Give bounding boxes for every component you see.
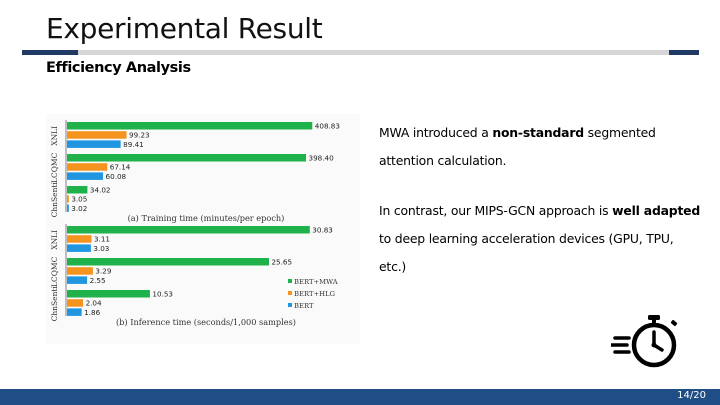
title-rule: [22, 50, 699, 55]
chart-1-category-label-1: LCQMC: [50, 256, 59, 287]
chart-0-bar-2-2: [67, 204, 69, 212]
chart-0-value-label-2-1: 3.05: [71, 195, 87, 204]
p1-segment-1: non-standard: [492, 125, 584, 140]
chart-0-bar-1-1: [67, 163, 108, 171]
chart-0-bar-1-0: [67, 154, 307, 162]
page-number: 14/20: [677, 390, 706, 401]
chart-0-value-label-0-0: 408.83: [315, 122, 340, 131]
chart-1-caption: (b) Inference time (seconds/1,000 sample…: [116, 317, 296, 327]
chart-0-bar-2-1: [67, 195, 69, 203]
chart-0-bar-1-2: [67, 172, 104, 180]
paragraph-mwa-cont: attention calculation.: [379, 153, 507, 168]
chart-1-value-label-1-1: 3.29: [95, 267, 111, 276]
paragraph-mwa: MWA introduced a non-standard segmented: [379, 119, 709, 147]
chart-0-value-label-0-2: 89.41: [123, 140, 144, 149]
chart-1-bar-1-1: [67, 267, 93, 275]
chart-1-legend-label-2: BERT: [294, 302, 314, 310]
chart-0-value-label-2-0: 34.02: [90, 186, 111, 195]
slide-subtitle: Efficiency Analysis: [46, 60, 191, 76]
chart-0-value-label-2-2: 3.02: [71, 204, 87, 213]
chart-0-bar-0-0: [67, 122, 313, 130]
chart-1-legend-swatch-2: [288, 303, 292, 307]
chart-1-legend-swatch-1: [288, 291, 292, 295]
paragraph-mips-gcn: In contrast, our MIPS-GCN approach is we…: [379, 197, 709, 225]
chart-1-value-label-2-0: 10.53: [152, 290, 173, 299]
p1-segment-2: segmented: [583, 125, 656, 140]
chart-1-value-label-1-0: 25.65: [271, 258, 292, 267]
chart-1-bar-0-0: [67, 226, 310, 234]
chart-0-category-label-0: XNLI: [50, 126, 59, 146]
chart-0-caption: (a) Training time (minutes/per epoch): [128, 213, 285, 223]
chart-1-bar-2-1: [67, 299, 84, 307]
chart-1-bar-2-0: [67, 290, 150, 298]
p2-segment-0: In contrast, our MIPS-GCN approach is: [379, 203, 613, 218]
slide-title: Experimental Result: [46, 12, 323, 45]
chart-1-legend-swatch-0: [288, 279, 292, 283]
chart-0-value-label-1-1: 67.14: [110, 163, 131, 172]
chart-1-legend-label-0: BERT+MWA: [294, 278, 338, 286]
chart-1-bar-1-0: [67, 258, 269, 266]
p2-segment-1: well adapted: [612, 203, 701, 218]
p1-segment-0: MWA introduced a: [379, 125, 493, 140]
chart-0-value-label-1-0: 398.40: [309, 154, 335, 163]
chart-0-value-label-1-2: 60.08: [106, 172, 127, 181]
body-text: MWA introduced a non-standard segmented …: [379, 119, 709, 281]
stopwatch-icon: [611, 315, 678, 368]
chart-1-value-label-0-0: 30.83: [312, 226, 333, 235]
footer-bar: 14/20: [0, 389, 720, 405]
chart-1-value-label-2-1: 2.04: [86, 299, 102, 308]
chart-1-value-label-0-2: 3.03: [93, 244, 109, 253]
paragraph-mips-gcn-cont: to deep learning acceleration devices (G…: [379, 231, 674, 246]
chart-1-category-label-2: ChnSenti: [50, 286, 59, 322]
chart-0-bar-2-0: [67, 186, 88, 194]
chart-0-value-label-0-1: 99.23: [129, 131, 150, 140]
chart-1-value-label-2-2: 1.86: [84, 308, 100, 317]
chart-1-bar-0-2: [67, 244, 91, 252]
chart-0-bar-0-2: [67, 140, 121, 148]
chart-1-category-label-0: XNLI: [50, 230, 59, 250]
chart-1-bar-2-2: [67, 308, 82, 316]
title-rule-left-accent: [22, 50, 78, 55]
chart-1-bar-0-1: [67, 235, 92, 243]
chart-1-value-label-0-1: 3.11: [94, 235, 110, 244]
chart-0-category-label-1: LCQMC: [50, 152, 59, 183]
title-rule-right-accent: [669, 50, 699, 55]
chart-1-legend-label-1: BERT+HLG: [294, 290, 335, 298]
efficiency-chart: XNLI 408.83 99.23 89.41 LCQMC 398.40 67.14 60.0…: [46, 114, 360, 344]
chart-0-category-label-2: ChnSenti: [50, 182, 59, 218]
chart-1-value-label-1-2: 2.55: [90, 276, 106, 285]
chart-1-bar-1-2: [67, 276, 88, 284]
paragraph-mips-gcn-end: etc.): [379, 259, 407, 274]
chart-0-bar-0-1: [67, 131, 127, 139]
